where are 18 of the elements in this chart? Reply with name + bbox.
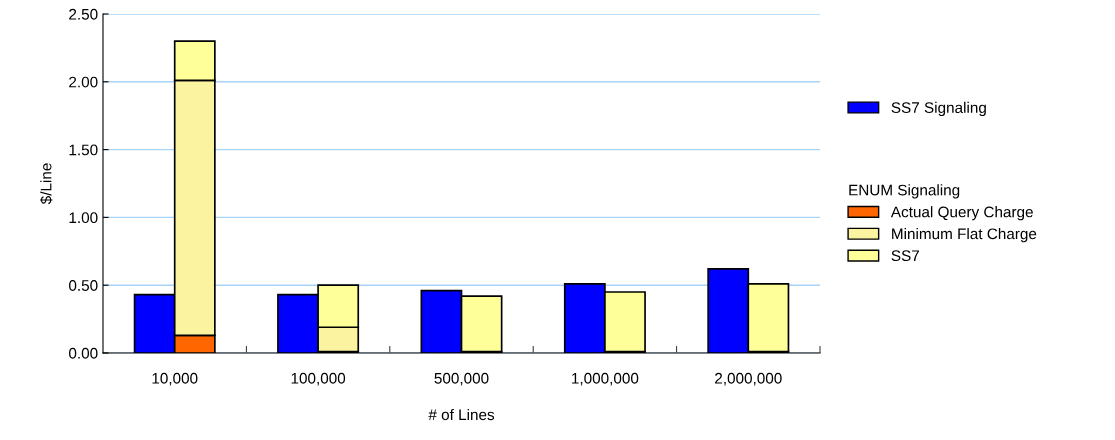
legend-label: Actual Query Charge: [890, 206, 1033, 221]
y-tick-label: 2.50: [69, 8, 98, 20]
x-axis-title: # of Lines: [428, 408, 495, 421]
y-tick-label: 0.50: [69, 280, 98, 291]
legend-title: ENUM Signaling: [849, 184, 960, 199]
y-tick-label: 1.50: [69, 144, 98, 156]
y-tick-label: 1.00: [69, 212, 98, 224]
x-tick-label: 10,000: [152, 372, 198, 386]
y-tick-label: 2.00: [69, 76, 98, 88]
y-tick-label: 0.00: [69, 347, 98, 359]
y-axis-title: $/Line: [40, 163, 53, 205]
x-tick-label: 1,000,000: [572, 372, 639, 386]
legend-label: SS7 Signaling: [891, 101, 986, 117]
legend-label: Minimum Flat Charge: [892, 228, 1037, 243]
x-tick-label: 2,000,000: [715, 372, 782, 386]
x-tick-label: 500,000: [434, 372, 489, 386]
x-tick-label: 100,000: [291, 372, 346, 386]
legend-label: SS7: [891, 250, 919, 262]
